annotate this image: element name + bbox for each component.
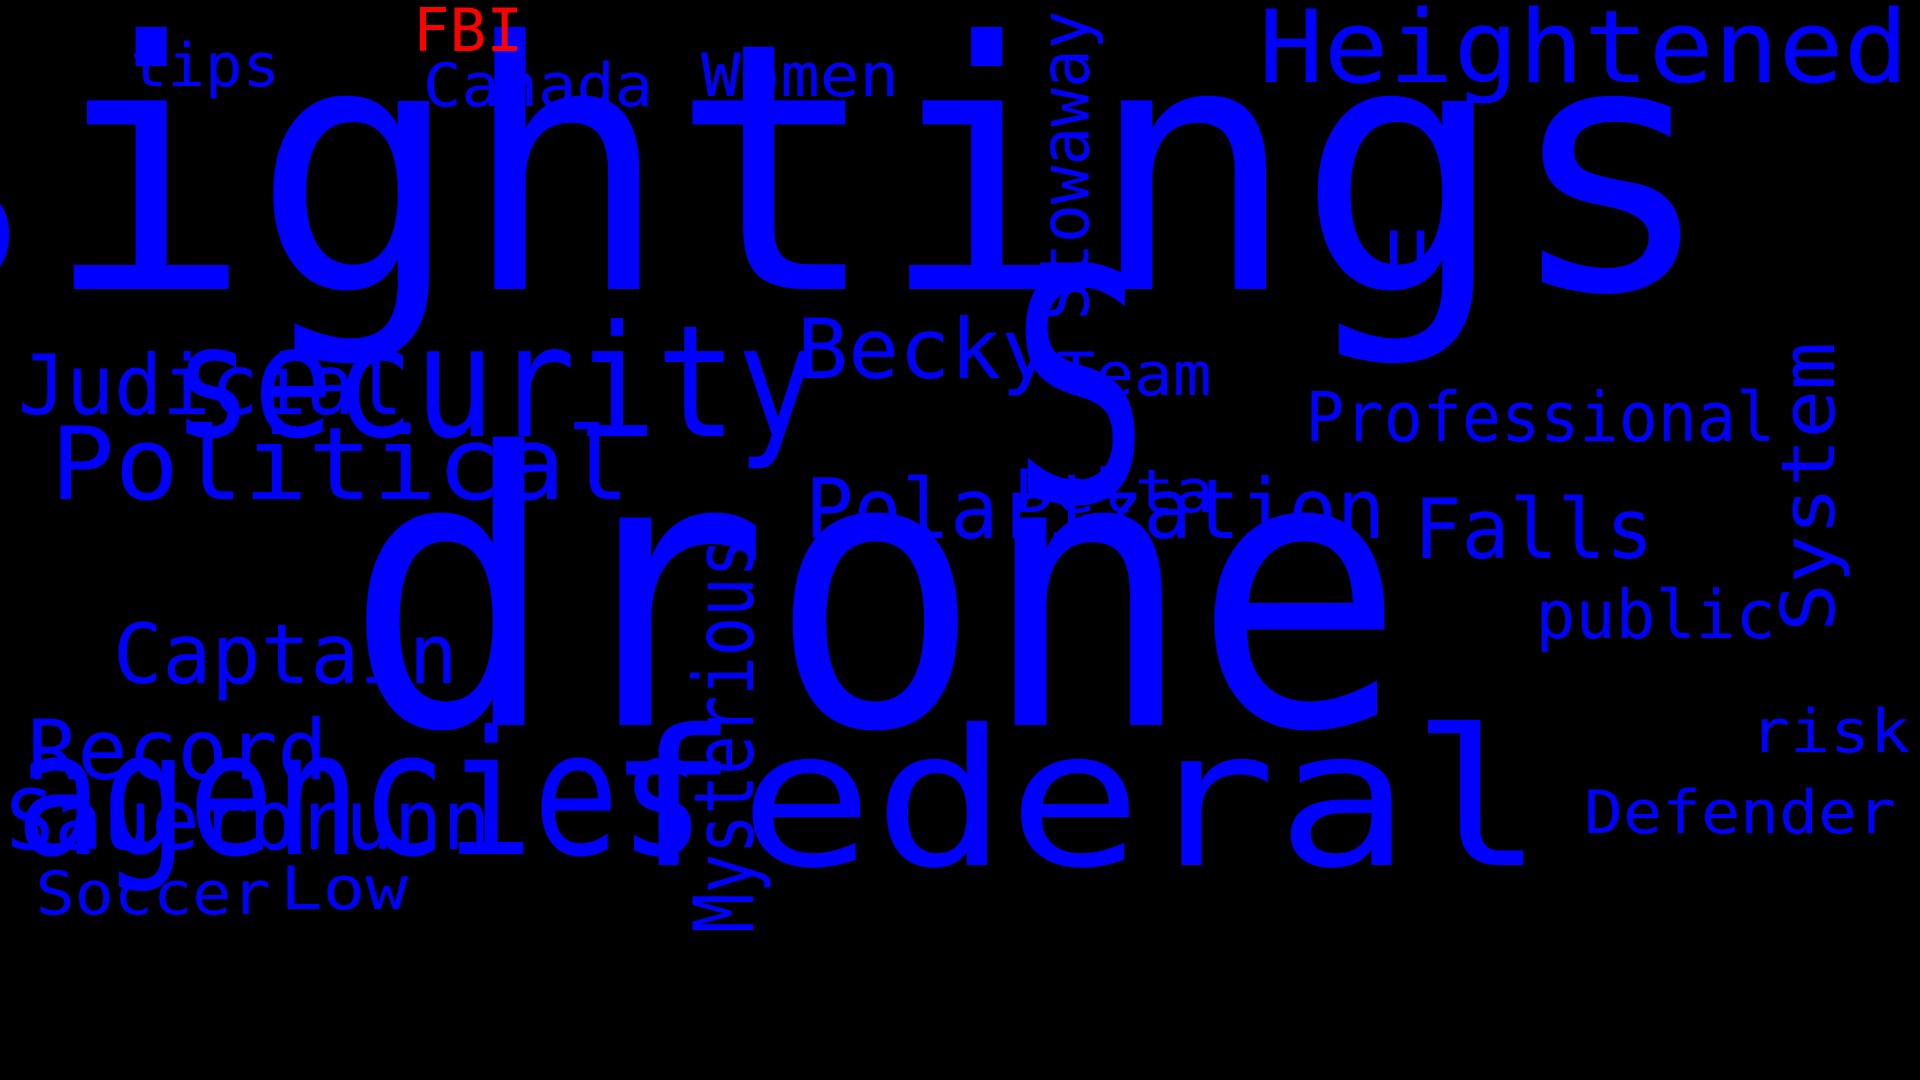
word-team: Team <box>1056 340 1212 411</box>
word-canada: Canada <box>422 51 653 122</box>
word-federal: federal <box>604 689 1546 911</box>
word-captain: Captain <box>112 605 458 703</box>
word-falls: Falls <box>1413 480 1655 578</box>
word-soccer: Soccer <box>35 859 271 930</box>
word-polarization: Polarization <box>804 460 1386 558</box>
word-security: security <box>172 292 818 474</box>
word-low: Low <box>279 854 408 925</box>
word-sauerbrunn: Sauerbrunn <box>5 771 491 869</box>
word-defender: Defender <box>1583 778 1896 849</box>
word-delta: Delta <box>1015 457 1214 528</box>
word-heightened: Heightened <box>1258 0 1910 107</box>
word-system: System <box>1767 341 1853 633</box>
word-s: S <box>1010 202 1150 577</box>
word-u: U <box>1384 219 1430 290</box>
word-mysterious: Mysterious <box>675 537 773 933</box>
word-political: Political <box>49 405 631 524</box>
word-risk: risk <box>1749 697 1910 768</box>
word-professional: Professional <box>1305 377 1775 458</box>
word-fbi: FBI <box>412 0 523 67</box>
word-sightings: sightings <box>0 0 1716 371</box>
word-tips: tips <box>129 31 280 102</box>
word-record: Record <box>28 701 328 799</box>
word-agencies: agencies <box>14 693 706 895</box>
word-stowaway: Stowaway <box>1025 9 1106 321</box>
word-public: public <box>1535 575 1775 654</box>
word-judicial: Judicial <box>17 336 403 434</box>
word-drone: drone <box>344 373 1406 816</box>
word-women: Women <box>700 41 899 112</box>
word-becky: Becky <box>797 300 1053 398</box>
